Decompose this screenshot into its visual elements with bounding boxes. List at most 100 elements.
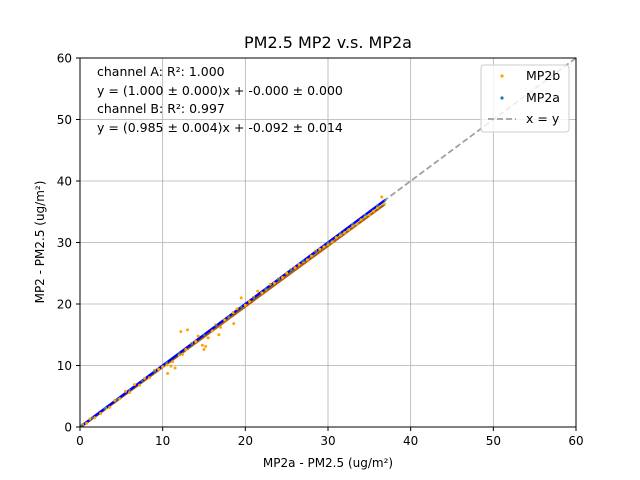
- mp2a-point: [252, 296, 255, 300]
- x-tick-label: 40: [403, 434, 418, 448]
- x-axis-label: MP2a - PM2.5 (ug/m²): [263, 456, 393, 470]
- legend: MP2b MP2a x = y: [480, 64, 570, 133]
- mp2a-point: [177, 351, 181, 355]
- mp2b-point: [330, 240, 334, 244]
- mp2b-point: [285, 271, 289, 275]
- mp2b-point: [272, 281, 276, 285]
- mp2a-point: [115, 398, 119, 401]
- mp2a-point: [165, 361, 169, 364]
- y-tick-label: 10: [57, 359, 72, 373]
- mp2b-point: [367, 213, 371, 217]
- mp2b-point: [118, 397, 122, 401]
- mp2b-point: [185, 328, 189, 332]
- mp2b-point: [343, 231, 347, 235]
- mp2b-point: [157, 367, 161, 371]
- legend-box: [480, 64, 570, 133]
- x-tick-label: 20: [238, 434, 253, 448]
- mp2b-point: [196, 334, 200, 338]
- mp2b-point: [347, 228, 351, 232]
- mp2a-point: [128, 388, 131, 392]
- mp2b-point: [281, 276, 285, 280]
- mp2b-point: [128, 391, 132, 395]
- legend-label-mp2a: MP2a: [526, 90, 560, 105]
- mp2a-point: [376, 204, 379, 207]
- mp2a-point: [383, 198, 387, 202]
- x-tick-label: 30: [320, 434, 335, 448]
- mp2b-point: [380, 195, 384, 199]
- mp2a-point: [227, 315, 231, 318]
- mp2b-point: [297, 263, 301, 267]
- x-tick-label: 10: [155, 434, 170, 448]
- mp2b-point: [334, 236, 338, 240]
- mp2b-point: [200, 343, 204, 347]
- annotation-channel-a-r2: channel A: R²: 1.000: [97, 64, 225, 79]
- mp2b-point: [133, 383, 137, 387]
- mp2b-point: [376, 205, 380, 209]
- mp2a-point: [339, 231, 342, 235]
- mp2b-point: [239, 296, 243, 300]
- mp2b-point: [247, 300, 251, 304]
- y-axis-label: MP2 - PM2.5 (ug/m²): [33, 181, 47, 304]
- y-tick-label: 20: [57, 298, 72, 312]
- mp2a-point: [80, 424, 83, 428]
- mp2a-point: [215, 324, 218, 327]
- y-tick-label: 40: [57, 175, 72, 189]
- mp2a-point: [153, 370, 156, 373]
- legend-label-mp2b: MP2b: [526, 68, 560, 83]
- mp2b-point: [169, 364, 173, 368]
- mp2b-point: [204, 344, 208, 348]
- mp2b-point: [177, 353, 181, 357]
- chart-title: PM2.5 MP2 v.s. MP2a: [244, 33, 412, 52]
- mp2b-point: [181, 352, 185, 356]
- mp2b-point: [293, 266, 297, 270]
- x-tick-label: 60: [568, 434, 583, 448]
- mp2b-point: [171, 360, 175, 364]
- annotation-block: channel A: R²: 1.000 y = (1.000 ± 0.000)…: [97, 64, 343, 135]
- mp2b-point: [235, 307, 239, 311]
- mp2a-point: [239, 305, 243, 309]
- mp2b-point: [219, 325, 223, 329]
- mp2b-point: [88, 417, 92, 421]
- mp2b-point: [268, 282, 272, 286]
- mp2b-point: [382, 202, 386, 206]
- annotation-channel-b-r2: channel B: R²: 0.997: [97, 101, 225, 116]
- mp2a-point: [289, 268, 293, 272]
- mp2b-point: [206, 336, 210, 340]
- legend-marker-mp2a: [500, 96, 504, 100]
- mp2b-point: [351, 224, 355, 228]
- mp2b-point: [318, 247, 322, 251]
- mp2b-point: [210, 329, 214, 333]
- mp2b-point: [93, 416, 97, 420]
- mp2b-point: [243, 303, 247, 307]
- mp2b-point: [305, 258, 309, 262]
- mp2b-point: [113, 399, 117, 403]
- mp2b-point: [232, 322, 236, 326]
- mp2b-point: [355, 222, 359, 226]
- mp2a-point: [264, 287, 268, 290]
- mp2b-point: [85, 421, 89, 425]
- mp2a-point: [277, 278, 280, 281]
- mp2a-point: [363, 213, 367, 217]
- mp2b-point: [309, 254, 313, 258]
- x-tick-label: 0: [76, 434, 84, 448]
- mp2b-point: [184, 348, 188, 352]
- mp2b-point: [223, 318, 227, 322]
- mp2b-point: [147, 376, 151, 380]
- y-tick-label: 50: [57, 113, 72, 127]
- mp2b-point: [217, 333, 221, 337]
- mp2a-point: [202, 333, 206, 337]
- mp2a-point: [301, 259, 305, 263]
- mp2b-point: [123, 389, 127, 393]
- mp2b-point: [256, 289, 260, 293]
- mp2a-point: [351, 222, 355, 226]
- annotation-channel-a-equation: y = (1.000 ± 0.000)x + -0.000 ± 0.000: [97, 83, 343, 98]
- mp2b-point: [371, 209, 375, 213]
- mp2b-point: [142, 376, 146, 380]
- mp2b-point: [138, 383, 142, 387]
- mp2b-point: [165, 363, 169, 367]
- mp2b-point: [322, 245, 326, 249]
- y-tick-label: 30: [57, 236, 72, 250]
- mp2b-point: [359, 218, 363, 222]
- legend-label-x-equals-y: x = y: [526, 111, 560, 126]
- x-tick-label: 50: [486, 434, 501, 448]
